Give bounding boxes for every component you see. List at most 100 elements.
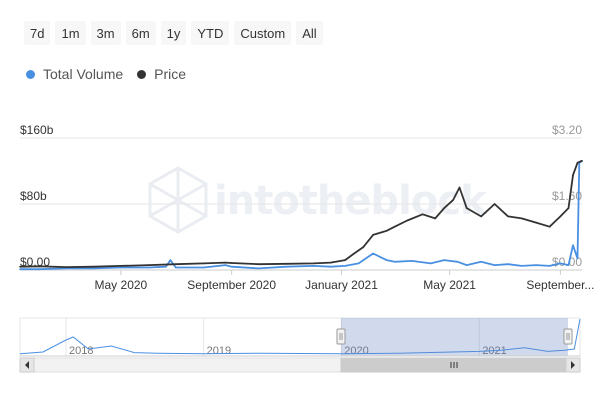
- data-point: [329, 265, 332, 268]
- data-point: [493, 203, 496, 205]
- data-point: [443, 207, 446, 209]
- data-point: [372, 252, 374, 255]
- data-point: [147, 266, 150, 269]
- data-point: [507, 215, 509, 218]
- data-point: [312, 262, 315, 265]
- range-btn-1y[interactable]: 1y: [160, 21, 187, 45]
- data-point: [93, 265, 95, 268]
- data-point: [93, 267, 95, 270]
- range-btn-1m[interactable]: 1m: [55, 21, 86, 45]
- data-point: [353, 252, 355, 255]
- data-point: [452, 199, 455, 201]
- data-point: [559, 262, 562, 265]
- data-point: [576, 161, 579, 164]
- data-point: [175, 266, 177, 269]
- legend-item-price[interactable]: Price: [137, 66, 186, 82]
- x-axis-tick-label: September...: [526, 278, 594, 292]
- series-line: [20, 160, 583, 271]
- navigator-handle-left-box[interactable]: [336, 328, 346, 345]
- navigator-line: [19, 318, 581, 355]
- navigator-handle-left[interactable]: [336, 328, 346, 345]
- range-btn-all[interactable]: All: [296, 21, 323, 45]
- data-point: [520, 265, 523, 267]
- range-selector: 7d 1m 3m 6m 1y YTD Custom All: [24, 21, 323, 45]
- data-point: [175, 263, 177, 266]
- data-point: [39, 265, 41, 268]
- navigator-handle-right[interactable]: [563, 328, 573, 345]
- data-point: [465, 207, 468, 209]
- navigator-year-label: 2018: [69, 345, 93, 357]
- data-point: [456, 260, 459, 263]
- data-point: [535, 221, 537, 224]
- data-point: [357, 262, 360, 265]
- scrollbar[interactable]: [19, 357, 581, 373]
- data-point: [19, 265, 21, 268]
- navigator-selection[interactable]: [341, 318, 568, 356]
- data-point: [329, 261, 332, 264]
- data-point: [406, 219, 409, 222]
- data-point: [567, 264, 570, 266]
- data-point: [120, 266, 122, 269]
- x-axis-tick-label: May 2020: [95, 278, 148, 292]
- data-point: [480, 215, 482, 218]
- range-btn-3m[interactable]: 3m: [90, 21, 121, 45]
- arrow-right-icon: [571, 361, 575, 369]
- data-point: [202, 266, 205, 269]
- data-point: [429, 262, 432, 265]
- data-point: [65, 266, 67, 268]
- range-btn-7d[interactable]: 7d: [24, 21, 51, 45]
- x-axis-tick-label: September 2020: [187, 278, 276, 292]
- data-point: [344, 259, 346, 261]
- data-point: [230, 265, 233, 268]
- range-btn-custom[interactable]: Custom: [234, 21, 292, 45]
- grid-lines: [20, 137, 582, 271]
- right-axis-tick-label: $0.00: [552, 255, 582, 269]
- data-point: [372, 234, 374, 236]
- data-point: [507, 263, 509, 266]
- data-point: [421, 213, 424, 216]
- data-point: [581, 159, 583, 162]
- chart-legend: Total Volume Price: [26, 66, 186, 82]
- series-price: [19, 159, 583, 269]
- data-point: [393, 225, 396, 228]
- data-point: [230, 262, 233, 264]
- data-point: [344, 265, 346, 267]
- legend-label-total-volume: Total Volume: [43, 66, 124, 82]
- data-point: [434, 217, 436, 220]
- range-btn-ytd[interactable]: YTD: [191, 21, 230, 45]
- watermark-logo-icon: [148, 166, 208, 234]
- navigator-background: [19, 317, 581, 357]
- legend-item-total-volume[interactable]: Total Volume: [26, 66, 123, 82]
- data-point: [224, 261, 227, 264]
- right-axis: $0.00 $1.60 $3.20: [552, 123, 582, 269]
- data-point: [147, 264, 150, 266]
- data-point: [576, 257, 579, 260]
- x-axis-tick-label: May 2021: [423, 278, 476, 292]
- left-axis: $0.00$80b$160b: [20, 123, 54, 269]
- data-point: [165, 265, 167, 268]
- data-point: [224, 264, 227, 266]
- range-btn-6m[interactable]: 6m: [125, 21, 156, 45]
- data-point: [535, 264, 537, 266]
- data-point: [202, 262, 205, 265]
- data-point: [567, 207, 570, 209]
- data-point: [559, 215, 562, 218]
- scrollbar-grip-icon: [450, 362, 458, 368]
- navigator-handle-right-box[interactable]: [563, 328, 573, 345]
- data-point: [169, 259, 172, 261]
- data-point: [385, 259, 388, 261]
- data-point: [548, 225, 551, 228]
- data-point: [19, 268, 21, 270]
- data-point: [385, 230, 388, 232]
- navigator: 2018201920202021: [19, 317, 581, 357]
- data-point: [410, 260, 413, 262]
- watermark-text: intotheblock: [214, 178, 488, 224]
- left-axis-tick-label: $80b: [20, 189, 47, 203]
- data-point: [548, 265, 551, 267]
- navigator-series: [19, 318, 581, 355]
- right-axis-tick-label: $1.60: [552, 189, 582, 203]
- left-axis-tick-label: $160b: [20, 123, 54, 137]
- data-point: [285, 263, 288, 265]
- data-point: [572, 244, 574, 247]
